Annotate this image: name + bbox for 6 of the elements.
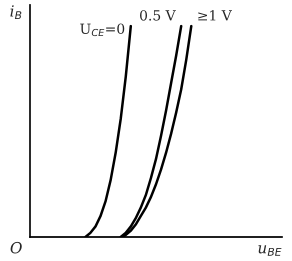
x-axis-title: u$_{BE}$: [258, 245, 282, 256]
series-label: 0.5 V: [140, 10, 176, 21]
series-label: U$_{CE}$=0: [80, 23, 124, 36]
series-label: ≥1 V: [198, 10, 232, 20]
y-axis-title: i$_{B}$: [10, 5, 22, 20]
text: O: [10, 242, 22, 254]
